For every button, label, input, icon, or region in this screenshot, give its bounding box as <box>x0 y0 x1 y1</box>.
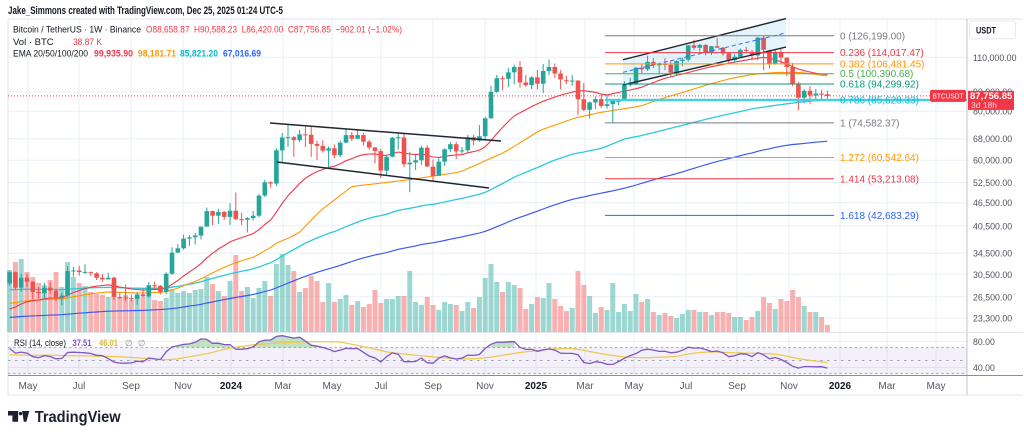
svg-text:3d 18h: 3d 18h <box>971 100 997 110</box>
svg-text:0.382 (106,481.45): 0.382 (106,481.45) <box>840 59 925 70</box>
svg-text:110,000.00: 110,000.00 <box>973 53 1017 64</box>
svg-text:1.414 (53,213.08): 1.414 (53,213.08) <box>840 174 919 185</box>
svg-text:60,000.00: 60,000.00 <box>973 156 1012 167</box>
svg-text:May: May <box>323 381 342 392</box>
svg-text:Mar: Mar <box>576 381 594 392</box>
svg-text:30,500.00: 30,500.00 <box>973 270 1012 281</box>
svg-text:O88,658.87 H90,588.23 L86,42: O88,658.87 H90,588.23 L86,420.00 C87,756… <box>146 24 402 35</box>
svg-text:∅: ∅ <box>125 338 133 348</box>
svg-text:2026: 2026 <box>829 381 852 392</box>
svg-text:Sep: Sep <box>728 381 746 392</box>
svg-text:0.5 (100,390.68): 0.5 (100,390.68) <box>840 69 913 80</box>
svg-text:2025: 2025 <box>525 381 548 392</box>
svg-text:68,000.00: 68,000.00 <box>973 134 1012 145</box>
svg-text:0 (126,199.00): 0 (126,199.00) <box>840 31 905 42</box>
svg-text:Vol · BTC: Vol · BTC <box>13 37 54 48</box>
svg-text:23,300.00: 23,300.00 <box>973 314 1012 325</box>
svg-text:52,500.00: 52,500.00 <box>973 178 1012 189</box>
svg-text:Sep: Sep <box>122 381 140 392</box>
svg-text:May: May <box>19 381 38 392</box>
svg-text:1 (74,582.37): 1 (74,582.37) <box>840 118 900 129</box>
svg-text:99,935.90: 99,935.90 <box>94 49 133 60</box>
svg-text:2024: 2024 <box>220 381 243 392</box>
svg-text:∅: ∅ <box>138 338 146 348</box>
svg-text:46,500.00: 46,500.00 <box>973 198 1012 209</box>
svg-text:Nov: Nov <box>780 381 798 392</box>
svg-text:80,000.00: 80,000.00 <box>973 107 1012 118</box>
svg-text:34,500.00: 34,500.00 <box>973 249 1012 260</box>
svg-text:BTCUSDT: BTCUSDT <box>933 91 964 100</box>
svg-text:98,181.71: 98,181.71 <box>138 49 177 60</box>
svg-text:Jul: Jul <box>680 381 693 392</box>
svg-text:37.51: 37.51 <box>73 338 93 349</box>
svg-text:1.618 (42,683.29): 1.618 (42,683.29) <box>840 211 919 222</box>
svg-text:Jul: Jul <box>73 381 86 392</box>
svg-text:Nov: Nov <box>174 381 192 392</box>
svg-text:46.01: 46.01 <box>99 338 119 349</box>
svg-text:Mar: Mar <box>274 381 292 392</box>
svg-text:40,500.00: 40,500.00 <box>973 221 1012 232</box>
svg-text:Jul: Jul <box>375 381 388 392</box>
svg-text:RSI (14, close): RSI (14, close) <box>14 338 66 349</box>
svg-text:85,821.20: 85,821.20 <box>180 49 218 60</box>
svg-text:Jake_Simmons created with Trad: Jake_Simmons created with TradingView.co… <box>8 5 283 17</box>
svg-text:87,756.85: 87,756.85 <box>970 91 1013 102</box>
svg-text:Mar: Mar <box>878 381 896 392</box>
svg-text:Sep: Sep <box>424 381 442 392</box>
svg-text:40.00: 40.00 <box>973 363 995 374</box>
svg-text:0.618 (94,299.92): 0.618 (94,299.92) <box>840 80 919 91</box>
svg-text:0.786 (85,628.33): 0.786 (85,628.33) <box>840 96 919 107</box>
svg-text:1.272 (60,542.64): 1.272 (60,542.64) <box>840 153 919 164</box>
svg-text:0.236 (114,017.47): 0.236 (114,017.47) <box>840 48 924 59</box>
svg-text:26,500.00: 26,500.00 <box>973 292 1012 303</box>
svg-text:Nov: Nov <box>476 381 494 392</box>
svg-text:Bitcoin / TetherUS · 1W · Bina: Bitcoin / TetherUS · 1W · Binance <box>13 24 141 35</box>
svg-text:38.87 K: 38.87 K <box>73 37 103 48</box>
svg-text:67,016.69: 67,016.69 <box>223 49 261 60</box>
svg-text:TradingView: TradingView <box>35 409 122 426</box>
svg-text:May: May <box>927 381 946 392</box>
svg-text:EMA 20/50/100/200: EMA 20/50/100/200 <box>13 49 88 60</box>
svg-text:May: May <box>625 381 644 392</box>
svg-text:80.00: 80.00 <box>973 337 995 348</box>
svg-text:USDT: USDT <box>976 26 996 37</box>
